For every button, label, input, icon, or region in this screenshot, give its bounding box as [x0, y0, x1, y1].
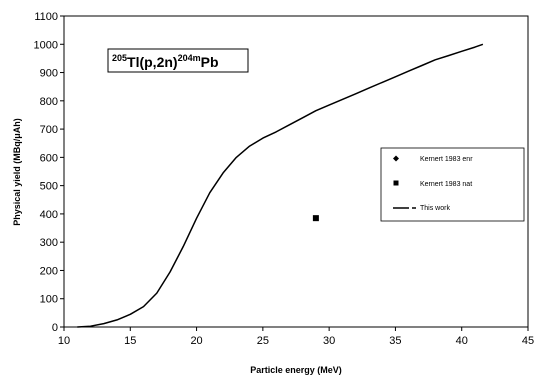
- x-tick-label: 30: [323, 335, 335, 347]
- legend: Kernert 1983 enr Kernert 1983 nat This w…: [380, 147, 525, 222]
- x-axis-label: Particle energy (MeV): [250, 365, 342, 375]
- y-tick-label: 200: [40, 265, 58, 277]
- y-axis-ticks: 0 100 200 300 400 500 600 700 800 900 1000 1100: [34, 11, 64, 334]
- x-tick-label: 35: [389, 335, 401, 347]
- reaction-base-1: Tl(p,2n): [127, 54, 178, 70]
- plot-area: [63, 15, 529, 328]
- y-tick-label: 1000: [34, 39, 58, 51]
- reaction-sup-2: 204m: [178, 53, 201, 63]
- y-tick-label: 300: [40, 237, 58, 249]
- y-tick-label: 400: [40, 209, 58, 221]
- legend-marker-square-icon: [393, 180, 399, 186]
- x-tick-label: 25: [257, 335, 269, 347]
- legend-box: [380, 147, 525, 222]
- legend-label-nat: Kernert 1983 nat: [420, 181, 472, 188]
- series-line-this-work: [77, 43, 484, 328]
- x-tick-label: 20: [190, 335, 202, 347]
- y-tick-label: 0: [52, 322, 58, 334]
- reaction-annotation-box: [107, 48, 249, 73]
- x-tick-label: 10: [58, 335, 70, 347]
- y-tick-label: 500: [40, 181, 58, 193]
- y-tick-label: 700: [40, 124, 58, 136]
- legend-label-this-work: This work: [420, 205, 450, 212]
- y-tick-label: 600: [40, 152, 58, 164]
- x-tick-label: 40: [456, 335, 468, 347]
- y-tick-label: 800: [40, 96, 58, 108]
- legend-label-enr: Kernert 1983 enr: [420, 156, 473, 163]
- legend-marker-diamond-icon: [393, 155, 399, 162]
- reaction-base-2: Pb: [201, 54, 219, 70]
- y-axis-label: Physical yield (MBq/μAh): [12, 118, 22, 226]
- x-axis-ticks: 10 15 20 25 30 35 40 45: [58, 327, 534, 347]
- y-tick-label: 900: [40, 68, 58, 80]
- data-point-square: [312, 215, 319, 222]
- x-tick-label: 15: [124, 335, 136, 347]
- y-tick-label: 100: [40, 294, 58, 306]
- series-layer: [77, 43, 484, 328]
- x-tick-label: 45: [522, 335, 534, 347]
- svg-text:205Tl(p,2n)204mPb: 205Tl(p,2n)204mPb: [112, 53, 219, 70]
- reaction-sup-1: 205: [112, 53, 127, 63]
- y-tick-label: 1100: [34, 11, 58, 23]
- reaction-annotation: 205Tl(p,2n)204mPb: [107, 48, 249, 73]
